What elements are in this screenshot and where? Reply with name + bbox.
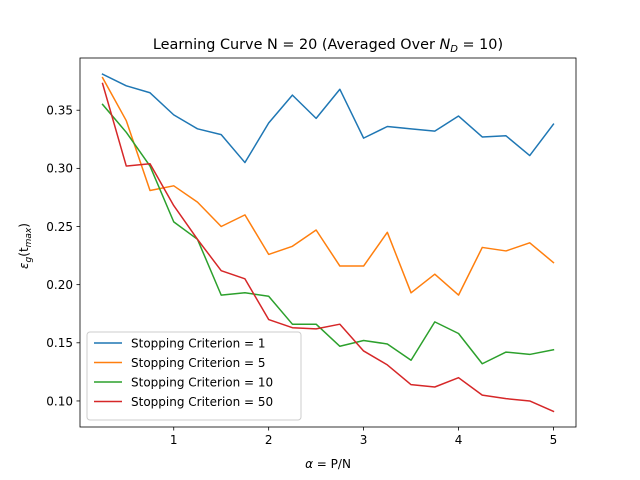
legend: Stopping Criterion = 1 Stopping Criterion… [86, 331, 302, 421]
series-line-4 [101, 82, 555, 413]
legend-label-2: Stopping Criterion = 5 [131, 356, 266, 370]
legend-label-4: Stopping Criterion = 50 [131, 395, 273, 409]
chart-title: Learning Curve N = 20 (Averaged Over ND … [153, 37, 503, 55]
axis-ticks: 1 2 3 4 5 0.10 0.15 0.20 0.25 0.30 0.35 [46, 104, 557, 447]
series-lines [101, 73, 555, 413]
legend-label-3: Stopping Criterion = 10 [131, 375, 273, 389]
y-tick-label: 0.10 [46, 394, 73, 408]
x-axis-label: α = P/N [305, 457, 351, 471]
x-tick-label: 1 [170, 433, 178, 447]
x-tick-label: 3 [360, 433, 368, 447]
series-line-3 [101, 103, 555, 365]
legend-box [86, 331, 302, 421]
y-tick-label: 0.35 [46, 104, 73, 118]
x-tick-label: 5 [550, 433, 558, 447]
legend-label-1: Stopping Criterion = 1 [131, 336, 266, 350]
y-tick-label: 0.30 [46, 162, 73, 176]
y-tick-label: 0.20 [46, 278, 73, 292]
y-tick-label: 0.15 [46, 336, 73, 350]
y-axis-label: εg(tmax) [17, 223, 34, 269]
x-tick-label: 2 [265, 433, 273, 447]
y-tick-label: 0.25 [46, 220, 73, 234]
series-line-2 [101, 76, 555, 296]
x-tick-label: 4 [455, 433, 463, 447]
series-line-1 [101, 73, 555, 164]
